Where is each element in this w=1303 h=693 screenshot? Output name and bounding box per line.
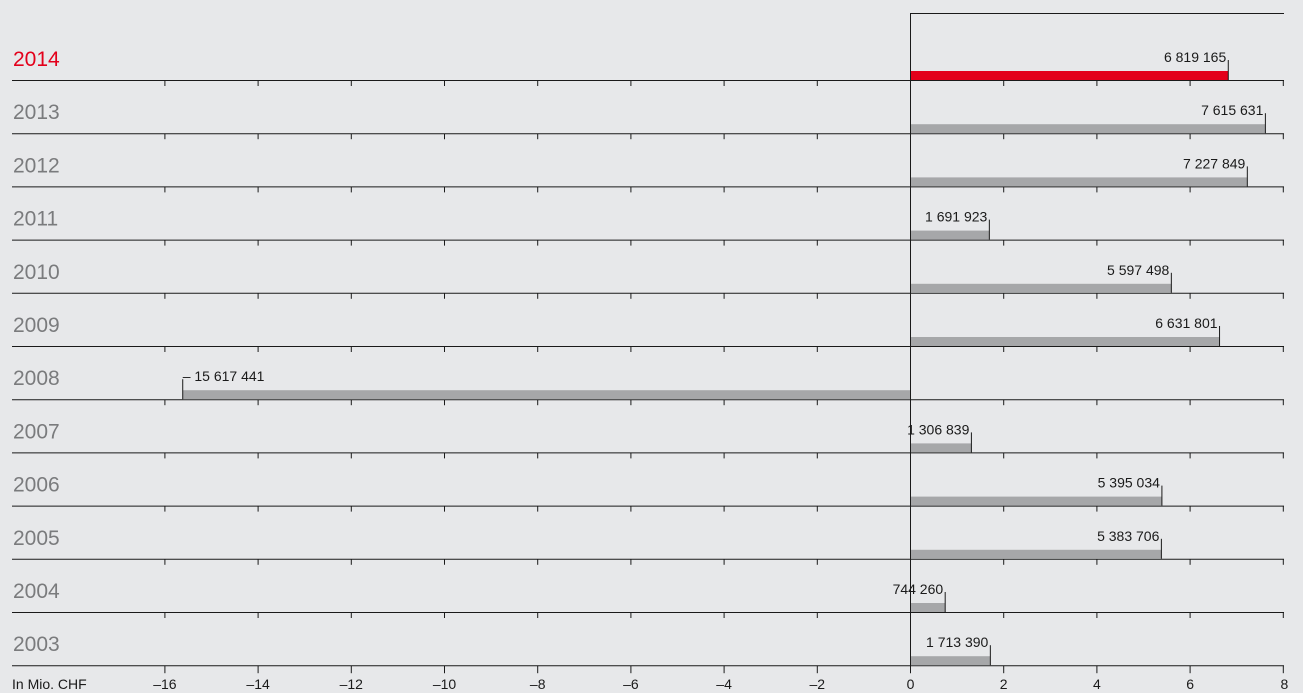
bar [910,549,1162,559]
unit-label: In Mio. CHF [12,676,87,692]
bar [910,71,1229,80]
chart-rows: 2014 2013 2012 2011 2010 2009 2008 2007 2006 2005… [12,48,1284,667]
x-tick-label: –14 [246,676,270,692]
bar [910,603,946,612]
data-label: 7 227 849 [1183,155,1245,171]
bar [910,496,1162,506]
x-axis: –16 –14 –12 –10 –8 –6 –4 –2 0 2 4 6 8 [153,13,1289,692]
x-tick-label: 0 [907,676,915,692]
bar [910,656,991,666]
category-label: 2009 [13,314,60,337]
x-tick-label: –8 [530,676,546,692]
x-tick-label: –10 [433,676,457,692]
bar [910,283,1172,293]
category-label: 2007 [13,420,60,443]
bar [910,337,1220,346]
x-tick-label: 4 [1093,676,1101,692]
category-label: 2004 [13,580,60,603]
bar [910,177,1248,187]
category-label: 2014 [13,48,60,71]
category-label: 2011 [13,208,58,231]
category-label: 2005 [13,527,60,550]
category-label: 2013 [13,101,60,124]
category-label: 2006 [13,474,60,497]
x-tick-label: 8 [1281,676,1289,692]
x-tick-label: 2 [1000,676,1008,692]
x-tick-label: 6 [1186,676,1194,692]
x-tick-label: –6 [623,676,639,692]
bar [910,124,1266,134]
data-label: 1 713 390 [926,634,988,650]
x-tick-label: –4 [716,676,732,692]
chart-bars: 6 819 165 7 615 631 7 227 849 1 691 923 5 59… [182,49,1266,666]
x-tick-label: –12 [340,676,364,692]
x-tick-label: –16 [153,676,177,692]
category-label: 2008 [13,367,60,390]
category-label: 2012 [13,154,60,177]
bar [910,230,990,240]
data-label: 5 383 706 [1097,528,1159,544]
category-label: 2003 [13,633,60,656]
data-label: 6 819 165 [1164,49,1226,65]
category-label: 2010 [13,261,60,284]
bar [910,443,972,453]
data-label: 5 597 498 [1107,262,1169,278]
data-label: 6 631 801 [1155,315,1217,331]
data-label: 744 260 [893,581,944,597]
data-label: – 15 617 441 [183,368,265,384]
data-label: 5 395 034 [1098,475,1160,491]
x-tick-label: –2 [810,676,826,692]
data-label: 7 615 631 [1201,102,1263,118]
data-label: 1 306 839 [907,421,969,437]
data-label: 1 691 923 [925,209,987,225]
bar [182,390,911,400]
